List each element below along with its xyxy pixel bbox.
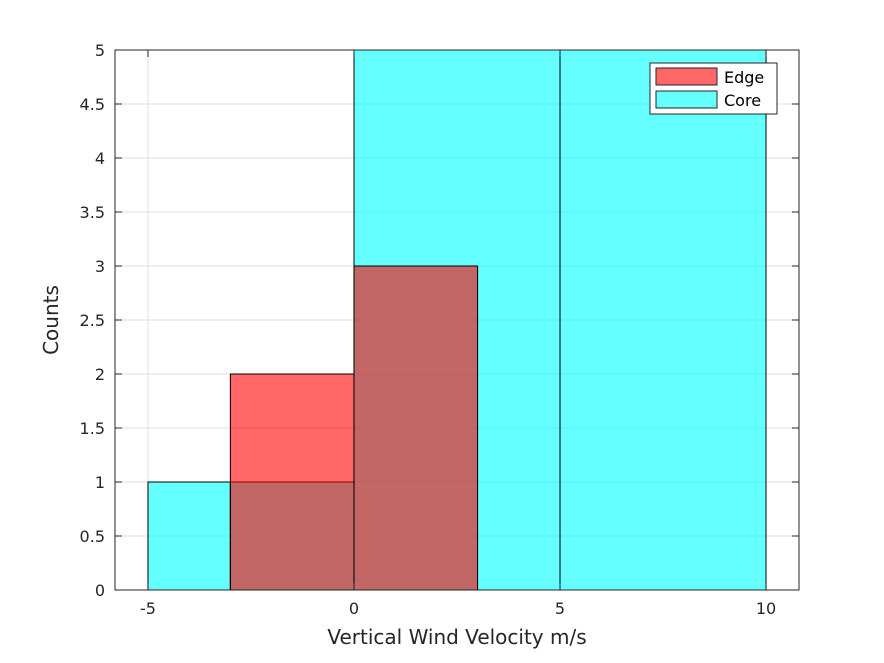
y-tick-label-3: 1.5 bbox=[80, 419, 105, 438]
x-axis-label: Vertical Wind Velocity m/s bbox=[327, 625, 586, 649]
y-tick-label-4: 2 bbox=[95, 365, 105, 384]
y-tick-label-9: 4.5 bbox=[80, 95, 105, 114]
legend-swatch-core bbox=[655, 90, 718, 109]
bar-edge-0 bbox=[229, 373, 355, 591]
x-tick-label-1: 0 bbox=[349, 599, 359, 618]
x-tick-label-0: -5 bbox=[140, 599, 156, 618]
axis-ticks bbox=[115, 49, 799, 591]
y-tick-label-6: 3 bbox=[95, 257, 105, 276]
legend-label-core: Core bbox=[724, 91, 761, 110]
y-tick-label-0: 0 bbox=[95, 581, 105, 600]
y-tick-label-1: 0.5 bbox=[80, 527, 105, 546]
y-tick-label-5: 2.5 bbox=[80, 311, 105, 330]
x-tick-label-2: 5 bbox=[555, 599, 565, 618]
tick-labels: -5 0 5 10 0 0.5 1 1.5 2 2.5 3 3.5 4 4.5 5 bbox=[80, 41, 777, 618]
histogram-bars bbox=[147, 49, 767, 591]
y-tick-label-8: 4 bbox=[95, 149, 105, 168]
y-tick-label-10: 5 bbox=[95, 41, 105, 60]
bar-edge-1 bbox=[353, 265, 479, 591]
bar-core-3 bbox=[559, 49, 767, 591]
y-axis-label: Counts bbox=[39, 285, 63, 355]
legend-label-edge: Edge bbox=[724, 68, 764, 87]
y-tick-label-2: 1 bbox=[95, 473, 105, 492]
bar-core-0 bbox=[147, 481, 231, 591]
legend-swatch-edge bbox=[655, 67, 718, 86]
y-tick-label-7: 3.5 bbox=[80, 203, 105, 222]
x-tick-label-3: 10 bbox=[756, 599, 776, 618]
legend: Edge Core bbox=[649, 62, 778, 115]
